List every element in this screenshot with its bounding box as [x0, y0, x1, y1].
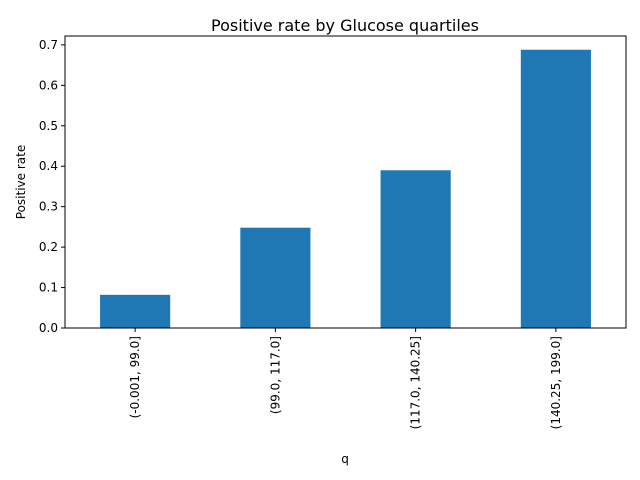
- plot-frame: [64, 35, 627, 329]
- x-tick-label-3: (140.25, 199.0]: [549, 336, 563, 429]
- x-axis-label: q: [341, 452, 349, 466]
- bar-2: [380, 170, 451, 328]
- chart-title: Positive rate by Glucose quartiles: [211, 16, 479, 35]
- y-tick-label-1: 0.1: [39, 281, 58, 295]
- x-tick-label-2: (117.0, 140.25]: [409, 336, 423, 429]
- bar-1: [240, 227, 311, 328]
- x-tick-label-1: (99.0, 117.0]: [268, 336, 282, 414]
- y-tick-label-5: 0.5: [39, 119, 58, 133]
- y-tick-label-2: 0.2: [39, 240, 58, 254]
- y-tick-label-4: 0.4: [39, 159, 58, 173]
- y-tick-label-7: 0.7: [39, 38, 58, 52]
- ticks: (-0.001, 99.0] (99.0, 117.0] (117.0, 140.2…: [39, 38, 563, 429]
- bar-0: [100, 294, 171, 328]
- y-tick-label-6: 0.6: [39, 78, 58, 92]
- y-tick-label-0: 0.0: [39, 321, 58, 335]
- y-tick-label-3: 0.3: [39, 200, 58, 214]
- x-tick-label-0: (-0.001, 99.0]: [128, 336, 142, 418]
- y-axis-label: Positive rate: [14, 145, 28, 219]
- bar-3: [520, 49, 591, 328]
- bars: [100, 49, 591, 328]
